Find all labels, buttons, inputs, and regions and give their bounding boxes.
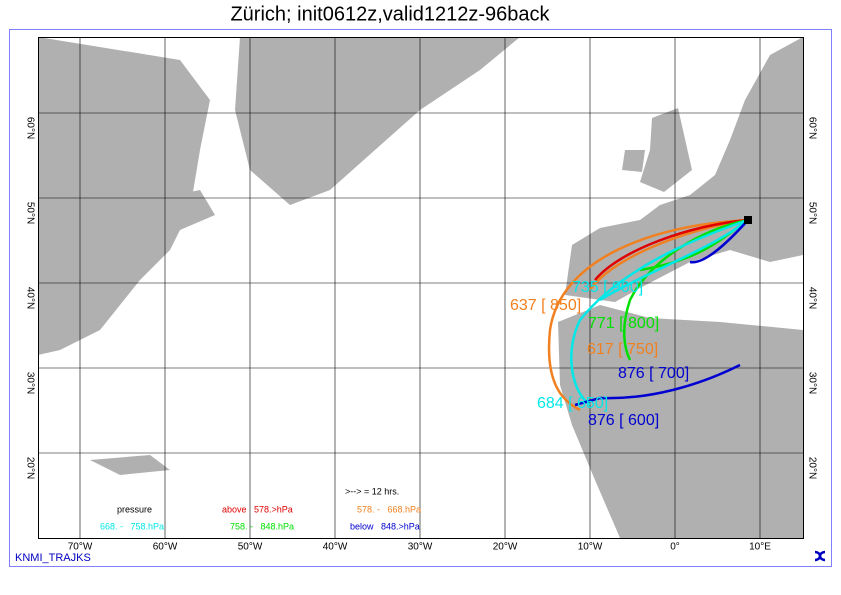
legend-title: pressure [117, 504, 152, 514]
legend-item: 668. - 758.hPa [100, 521, 164, 531]
legend-item: 758. - 848.hPa [230, 521, 294, 531]
lat-label-right: 20°N [806, 457, 817, 479]
outer-frame [9, 29, 832, 567]
lon-label: 60°W [153, 542, 178, 553]
trajectory-label: 876 [ 600] [588, 412, 659, 429]
trajectory-label: 637 [ 850] [510, 297, 581, 314]
trajectories [547, 216, 752, 412]
logo [814, 550, 826, 562]
title: Zürich; init0612z,valid1212z-96back [230, 3, 550, 25]
land [38, 37, 803, 538]
lat-label-left: 50°N [24, 202, 35, 224]
lat-label-left: 20°N [24, 457, 35, 479]
trajectory-label: 771 [ 800] [588, 315, 659, 332]
lat-label-right: 50°N [806, 202, 817, 224]
trajectory-label: 617 [ 750] [587, 341, 658, 358]
legend-item: below 848.>hPa [350, 521, 420, 531]
lon-label: 70°W [68, 542, 93, 553]
lat-label-left: 40°N [24, 287, 35, 309]
lon-label: 20°W [493, 542, 518, 553]
lon-label: 50°W [238, 542, 263, 553]
map-frame [38, 37, 804, 539]
lat-label-left: 30°N [24, 372, 35, 394]
trajectory-label: 876 [ 700] [618, 365, 689, 382]
trajectory-label: 735 [ 900] [572, 279, 643, 296]
lon-label: 40°W [323, 542, 348, 553]
trajectory-label: 684 [ 650] [537, 395, 608, 412]
legend-item: above 578.>hPa [222, 504, 293, 514]
lat-label-right: 30°N [806, 372, 817, 394]
lat-label-right: 40°N [806, 287, 817, 309]
lat-label-right: 60°N [806, 117, 817, 139]
lon-label: 0° [670, 542, 680, 553]
legend-arrow: >--> = 12 hrs. [345, 486, 399, 496]
lon-label: 30°W [408, 542, 433, 553]
lon-label: 10°E [749, 542, 771, 553]
source: KNMI_TRAJKS [15, 552, 91, 564]
lon-label: 10°W [578, 542, 603, 553]
lat-label-left: 60°N [24, 117, 35, 139]
legend-item: 578. - 668.hPa [357, 504, 421, 514]
